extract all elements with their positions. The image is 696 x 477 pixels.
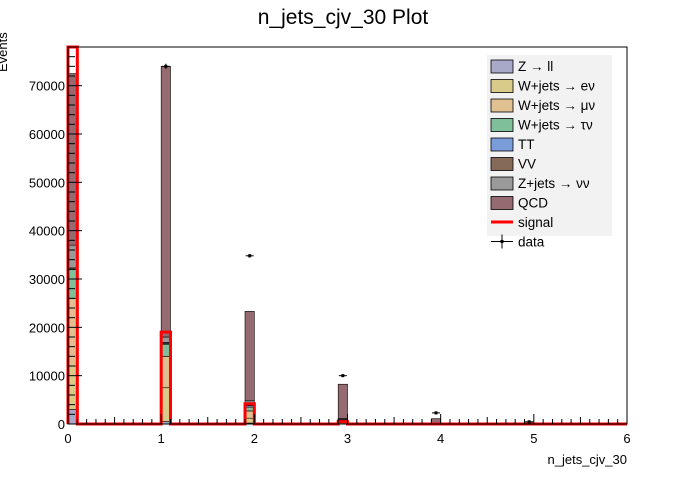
bar-7-3 <box>338 384 347 418</box>
y-tick-label-4: 40000 <box>29 224 65 239</box>
bar-7-2 <box>245 311 254 400</box>
y-tick-label-2: 20000 <box>29 320 65 335</box>
svg-text:data: data <box>518 235 545 250</box>
legend: Z → ll W+jets → eν W+jets → μν W+jets → τν T… <box>487 55 612 250</box>
x-tick-label-5: 5 <box>530 431 537 446</box>
svg-text:W+jets → τν: W+jets → τν <box>518 118 593 133</box>
y-tick-label-5: 50000 <box>29 175 65 190</box>
legend-item-9: data <box>491 235 545 250</box>
y-tick-label-6: 60000 <box>29 127 65 142</box>
chart-title: n_jets_cjv_30 Plot <box>258 6 429 29</box>
svg-text:QCD: QCD <box>518 196 548 211</box>
x-axis-label: n_jets_cjv_30 <box>548 452 628 467</box>
data-point-2 <box>339 374 347 377</box>
y-tick-label-3: 30000 <box>29 272 65 287</box>
y-tick-label-1: 10000 <box>29 369 65 384</box>
x-tick-label-1: 1 <box>158 431 165 446</box>
svg-text:W+jets → eν: W+jets → eν <box>518 79 595 94</box>
y-axis-label: Events <box>0 32 10 72</box>
svg-text:TT: TT <box>518 137 535 152</box>
y-tick-label-0: 0 <box>58 417 65 432</box>
x-tick-label-2: 2 <box>251 431 258 446</box>
legend-item-4: TT <box>491 137 535 152</box>
svg-text:signal: signal <box>518 215 553 230</box>
data-series <box>162 64 533 424</box>
data-point-3 <box>432 411 440 414</box>
legend-item-6: Z+jets → νν <box>491 176 590 191</box>
x-tick-label-4: 4 <box>437 431 444 446</box>
x-axis: 0 1 2 3 4 5 6 <box>64 414 630 446</box>
svg-text:VV: VV <box>518 157 536 172</box>
data-point-1 <box>246 254 254 258</box>
svg-text:Z+jets → νν: Z+jets → νν <box>518 176 590 191</box>
legend-item-1: W+jets → eν <box>491 79 595 94</box>
legend-item-2: W+jets → μν <box>491 98 595 113</box>
svg-text:W+jets → μν: W+jets → μν <box>518 98 595 113</box>
x-tick-label-6: 6 <box>623 431 630 446</box>
bar-7-1 <box>161 66 170 337</box>
svg-text:Z → ll: Z → ll <box>518 59 553 74</box>
legend-item-0: Z → ll <box>491 59 553 74</box>
stacked-bars <box>68 66 534 424</box>
x-tick-label-0: 0 <box>64 431 71 446</box>
legend-item-7: QCD <box>491 196 548 211</box>
x-tick-label-3: 3 <box>344 431 351 446</box>
legend-item-3: W+jets → τν <box>491 118 593 133</box>
y-tick-label-7: 70000 <box>29 79 65 94</box>
